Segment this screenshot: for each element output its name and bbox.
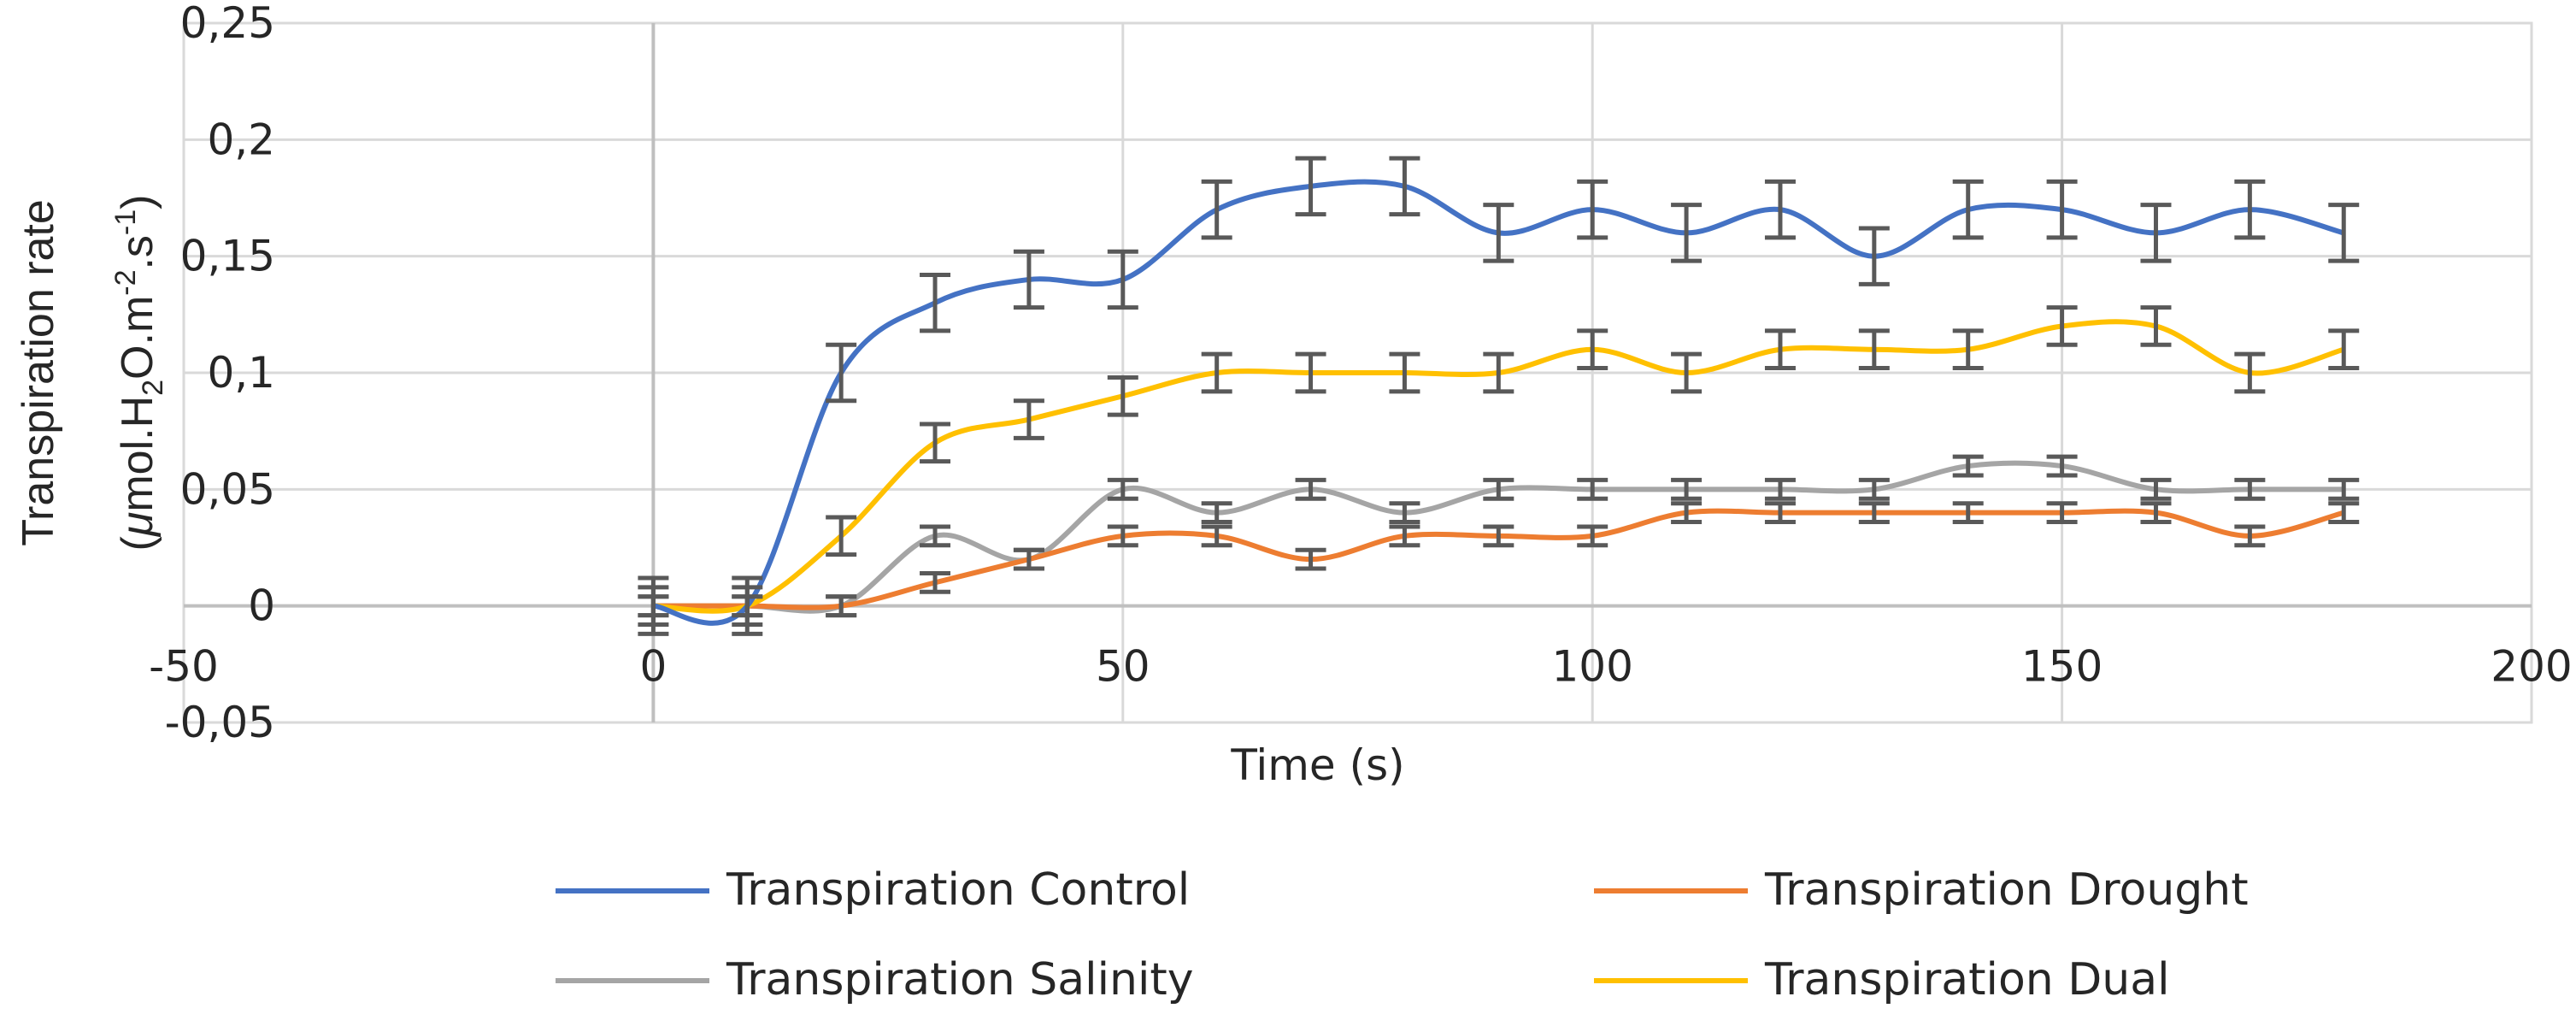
- error-bar: [826, 594, 857, 618]
- legend-label: Transpiration Dual: [1764, 954, 2170, 1005]
- x-tick-label: 0: [639, 642, 667, 692]
- error-bar: [1107, 374, 1138, 417]
- error-bar: [1483, 351, 1514, 394]
- error-bar: [1577, 179, 1609, 240]
- error-bar: [2328, 328, 2360, 371]
- error-bar: [920, 272, 951, 333]
- x-axis-title: Time (s): [1230, 740, 1404, 790]
- series-line-transpiration-control: [652, 179, 2345, 626]
- x-tick-label: 50: [1096, 642, 1150, 692]
- error-bar: [1107, 524, 1138, 548]
- legend-label: Transpiration Salinity: [726, 954, 1194, 1005]
- error-bars: [638, 156, 2360, 636]
- y-axis-title-unit: (μmol.H2O.m-2.s-1): [109, 194, 169, 551]
- error-bar: [1389, 501, 1420, 525]
- y-tick-label: 0,25: [180, 0, 275, 48]
- error-bar: [1295, 156, 1326, 217]
- error-bar: [1764, 477, 1796, 501]
- error-bar: [1295, 477, 1326, 501]
- error-bar: [1389, 524, 1420, 548]
- error-bar: [1295, 547, 1326, 571]
- y-tick-label: -0,05: [165, 698, 275, 747]
- error-bar: [1764, 328, 1796, 371]
- error-bar: [1201, 179, 1232, 240]
- x-tick-label: -50: [149, 642, 219, 692]
- error-bar: [2046, 501, 2078, 525]
- error-bar: [1107, 249, 1138, 310]
- error-bar: [2234, 477, 2266, 501]
- error-bar: [1201, 501, 1232, 525]
- error-bar: [2328, 501, 2360, 525]
- error-bar: [2140, 305, 2172, 347]
- error-bar: [1201, 524, 1232, 548]
- y-tick-label: 0,05: [180, 464, 275, 514]
- error-bar: [1952, 328, 1984, 371]
- error-bar: [1858, 328, 1890, 371]
- error-bar: [1952, 454, 1984, 478]
- error-bar: [1858, 477, 1890, 501]
- error-bar: [1671, 477, 1703, 501]
- error-bar: [1764, 501, 1796, 525]
- error-bar: [1295, 351, 1326, 394]
- error-bar: [2234, 524, 2266, 548]
- error-bar: [826, 515, 857, 557]
- error-bar: [1577, 524, 1609, 548]
- error-bar: [1577, 328, 1609, 371]
- x-tick-label: 200: [2491, 642, 2572, 692]
- y-axis-title-line1: Transpiration rate: [14, 199, 63, 546]
- y-tick-label: 0,1: [207, 348, 275, 398]
- legend-label: Transpiration Drought: [1764, 864, 2249, 916]
- x-tick-label: 100: [1551, 642, 1632, 692]
- error-bar: [1389, 351, 1420, 394]
- error-bar: [1483, 203, 1514, 263]
- error-bar: [1483, 477, 1514, 501]
- error-bar: [2328, 477, 2360, 501]
- error-bar: [920, 422, 951, 464]
- error-bar: [1671, 203, 1703, 263]
- error-bar: [2140, 203, 2172, 263]
- error-bar: [2046, 454, 2078, 478]
- x-tick-label: 150: [2021, 642, 2103, 692]
- error-bar: [1013, 398, 1044, 440]
- y-tick-label: 0,15: [180, 232, 275, 281]
- y-tick-label: 0: [248, 581, 275, 631]
- error-bar: [1483, 524, 1514, 548]
- error-bar: [2140, 477, 2172, 501]
- error-bar: [2046, 305, 2078, 347]
- error-bar: [1201, 351, 1232, 394]
- error-bar: [1013, 547, 1044, 571]
- error-bar: [826, 342, 857, 404]
- error-bar: [732, 575, 763, 636]
- error-bar: [920, 570, 951, 594]
- error-bar: [920, 524, 951, 548]
- error-bar: [2328, 203, 2360, 263]
- legend-label: Transpiration Control: [726, 864, 1190, 916]
- error-bar: [1952, 179, 1984, 240]
- legend: Transpiration Control Transpiration Droug…: [556, 864, 2249, 1005]
- error-bar: [1858, 501, 1890, 525]
- error-bar: [1952, 501, 1984, 525]
- error-bar: [1389, 156, 1420, 217]
- error-bar: [2140, 501, 2172, 525]
- error-bar: [2234, 179, 2266, 240]
- error-bar: [1764, 179, 1796, 240]
- y-tick-label: 0,2: [207, 115, 275, 164]
- error-bar: [1671, 351, 1703, 394]
- error-bar: [638, 575, 669, 636]
- error-bar: [2046, 179, 2078, 240]
- error-bar: [1577, 477, 1609, 501]
- error-bar: [1107, 477, 1138, 501]
- error-bar: [2234, 351, 2266, 394]
- error-bar: [1858, 226, 1890, 286]
- tick-labels: -0,05 0 0,05 0,1 0,15 0,2 0,25 -50 0 50 100 150 200: [149, 0, 2573, 747]
- error-bar: [1671, 501, 1703, 525]
- error-bar: [1013, 249, 1044, 310]
